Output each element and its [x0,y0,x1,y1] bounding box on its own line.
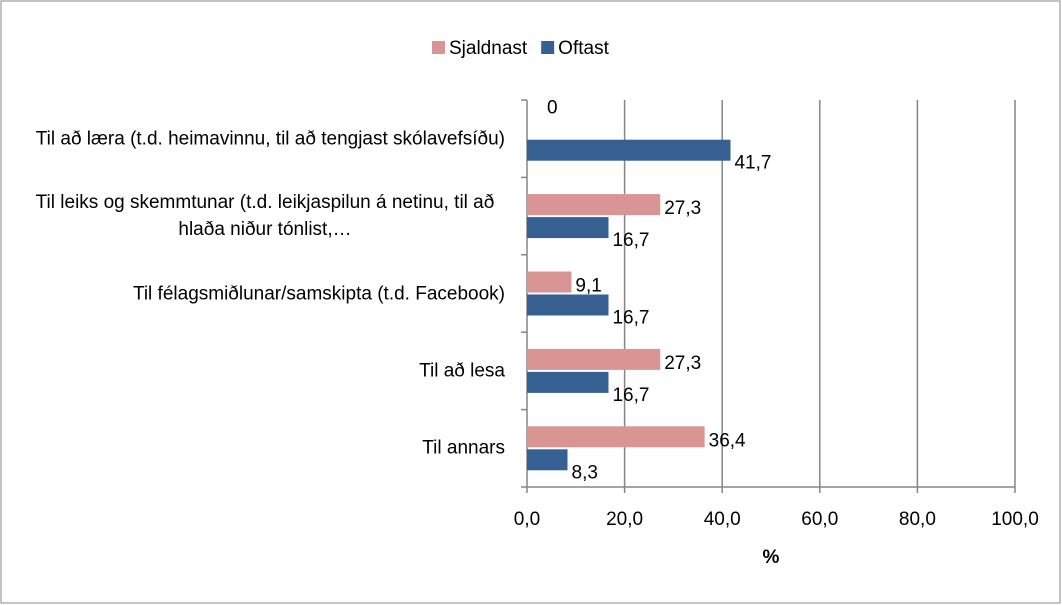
bar [527,294,609,316]
data-label: 0 [547,98,558,119]
bar [527,371,609,393]
category-label-box: Til að lesa [15,357,505,384]
legend-swatch [432,41,445,54]
data-label: 16,7 [612,308,649,329]
y-tick-label: Til að lesa [419,360,505,382]
bar [527,271,572,293]
y-tick-label: Til að læra (t.d. heimavinnu, til að ten… [35,128,505,150]
data-label: 36,4 [709,430,746,451]
y-tick-label: Til félagsmiðlunar/samskipta (t.d. Faceb… [132,283,505,304]
x-axis-label: % [763,547,780,568]
category-label-box: Til annars [15,435,505,462]
bar [527,426,705,448]
data-label: 16,7 [612,230,649,251]
data-label: 27,3 [664,353,701,374]
category-label-box: Til að læra (t.d. heimavinnu, til að ten… [15,125,505,152]
legend-label: Sjaldnast [449,38,528,59]
data-label: 9,1 [575,276,601,297]
y-tick-label: Til leiks og skemmtunar (t.d. leikjaspil… [35,192,495,241]
x-tick-label: 60,0 [801,509,838,530]
data-label: 27,3 [664,198,701,219]
x-tick-label: 80,0 [899,509,936,530]
bar [527,194,661,216]
bar [527,139,731,161]
data-label: 8,3 [572,462,598,483]
category-label-box: Til leiks og skemmtunar (t.d. leikjaspil… [15,189,505,243]
category-label-box: Til félagsmiðlunar/samskipta (t.d. Faceb… [15,280,505,307]
bar [527,449,568,471]
bar [527,217,609,239]
x-tick-label: 0,0 [514,509,540,530]
legend-label: Oftast [558,38,609,59]
legend-swatch [541,41,555,54]
x-tick-label: 20,0 [606,509,643,530]
data-label: 16,7 [612,385,649,406]
bar [527,348,661,370]
x-tick-label: 40,0 [704,509,741,530]
y-tick-label: Til annars [422,437,505,459]
x-tick-label: 100,0 [991,509,1039,530]
data-label: 41,7 [734,153,771,174]
